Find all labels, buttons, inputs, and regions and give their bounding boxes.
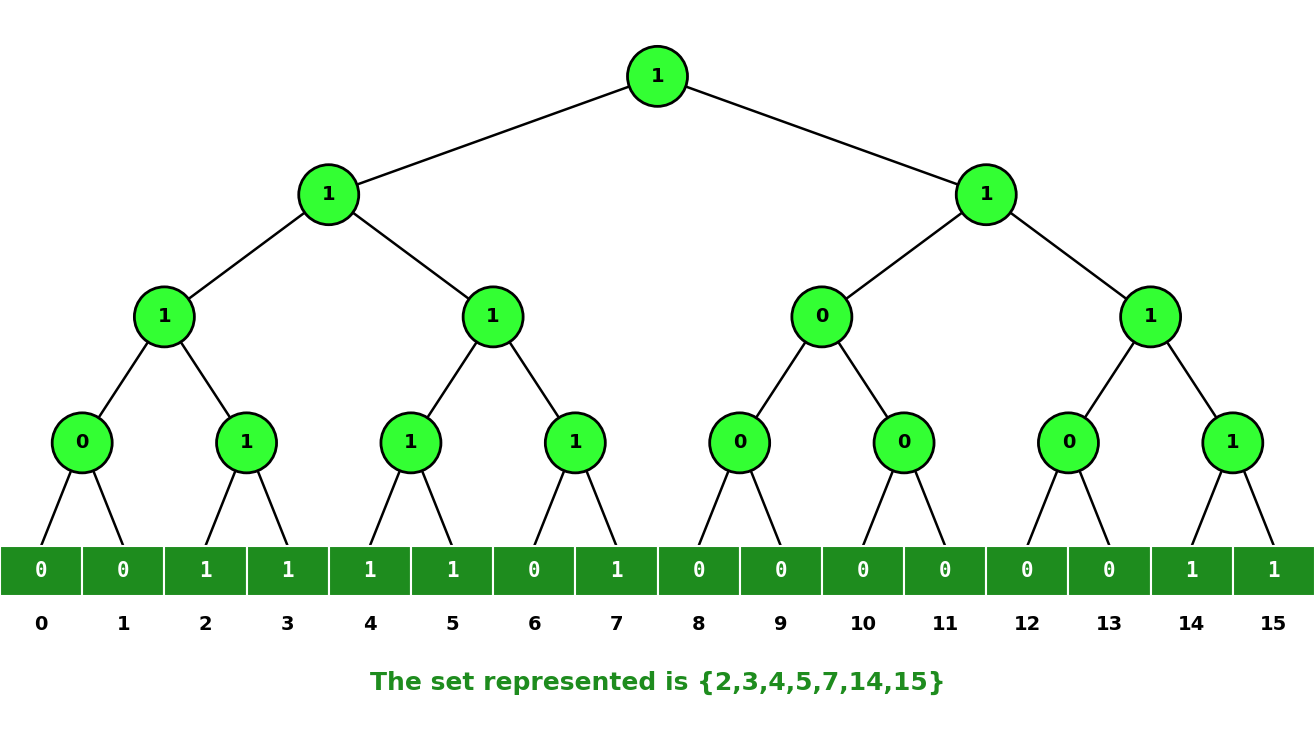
Text: 0: 0 (897, 433, 911, 452)
Bar (0, 546, 82, 595)
Text: 4: 4 (363, 615, 376, 634)
Text: 1: 1 (1185, 561, 1198, 581)
Text: 1: 1 (980, 185, 993, 205)
Text: 1: 1 (322, 185, 335, 205)
Text: 1: 1 (446, 561, 459, 581)
Ellipse shape (1120, 287, 1181, 347)
Text: 1: 1 (281, 561, 295, 581)
Text: 0: 0 (75, 433, 89, 452)
Text: 0: 0 (856, 561, 869, 581)
Ellipse shape (792, 287, 852, 347)
Text: 0: 0 (34, 615, 47, 634)
Text: 1: 1 (1226, 433, 1240, 452)
Text: 1: 1 (239, 433, 254, 452)
Ellipse shape (463, 287, 523, 347)
Text: 0: 0 (117, 561, 130, 581)
Ellipse shape (710, 413, 769, 473)
Text: 5: 5 (446, 615, 459, 634)
Text: 1: 1 (404, 433, 418, 452)
Ellipse shape (1039, 413, 1098, 473)
Bar (739, 546, 822, 595)
Text: 10: 10 (849, 615, 877, 634)
Text: 1: 1 (199, 561, 212, 581)
Ellipse shape (546, 413, 605, 473)
Ellipse shape (381, 413, 441, 473)
Ellipse shape (53, 413, 112, 473)
Text: 3: 3 (281, 615, 295, 634)
Text: 1: 1 (651, 67, 664, 86)
Text: 15: 15 (1260, 615, 1287, 634)
Text: 0: 0 (1020, 561, 1034, 581)
Text: 0: 0 (527, 561, 540, 581)
Ellipse shape (956, 165, 1016, 225)
Bar (410, 546, 493, 595)
Text: 0: 0 (939, 561, 952, 581)
Text: 7: 7 (610, 615, 623, 634)
Text: 13: 13 (1095, 615, 1123, 634)
Ellipse shape (299, 165, 359, 225)
Text: 12: 12 (1014, 615, 1041, 634)
Text: 0: 0 (1061, 433, 1076, 452)
Bar (493, 546, 576, 595)
Text: 1: 1 (158, 307, 171, 326)
Ellipse shape (1203, 413, 1262, 473)
Text: 11: 11 (931, 615, 959, 634)
Bar (986, 546, 1068, 595)
Bar (1068, 546, 1151, 595)
Bar (822, 546, 905, 595)
Text: 8: 8 (692, 615, 705, 634)
Text: 0: 0 (1103, 561, 1116, 581)
Text: 14: 14 (1178, 615, 1206, 634)
Text: 0: 0 (732, 433, 747, 452)
Ellipse shape (627, 46, 688, 106)
Text: 1: 1 (363, 561, 376, 581)
Ellipse shape (217, 413, 276, 473)
Text: 0: 0 (775, 561, 788, 581)
Bar (658, 546, 739, 595)
Text: 2: 2 (199, 615, 212, 634)
Text: 1: 1 (1144, 307, 1157, 326)
Text: 0: 0 (815, 307, 828, 326)
Text: 9: 9 (775, 615, 788, 634)
Ellipse shape (874, 413, 934, 473)
Bar (247, 546, 329, 595)
Text: 6: 6 (527, 615, 540, 634)
Bar (329, 546, 410, 595)
Bar (1151, 546, 1232, 595)
Bar (576, 546, 658, 595)
Bar (1232, 546, 1315, 595)
Text: The set represented is {2,3,4,5,7,14,15}: The set represented is {2,3,4,5,7,14,15} (370, 671, 945, 696)
Text: 1: 1 (487, 307, 500, 326)
Bar (905, 546, 986, 595)
Ellipse shape (134, 287, 195, 347)
Bar (82, 546, 164, 595)
Text: 1: 1 (610, 561, 623, 581)
Text: 0: 0 (692, 561, 705, 581)
Text: 1: 1 (568, 433, 583, 452)
Text: 0: 0 (34, 561, 47, 581)
Text: 1: 1 (117, 615, 130, 634)
Bar (164, 546, 247, 595)
Text: 1: 1 (1268, 561, 1281, 581)
